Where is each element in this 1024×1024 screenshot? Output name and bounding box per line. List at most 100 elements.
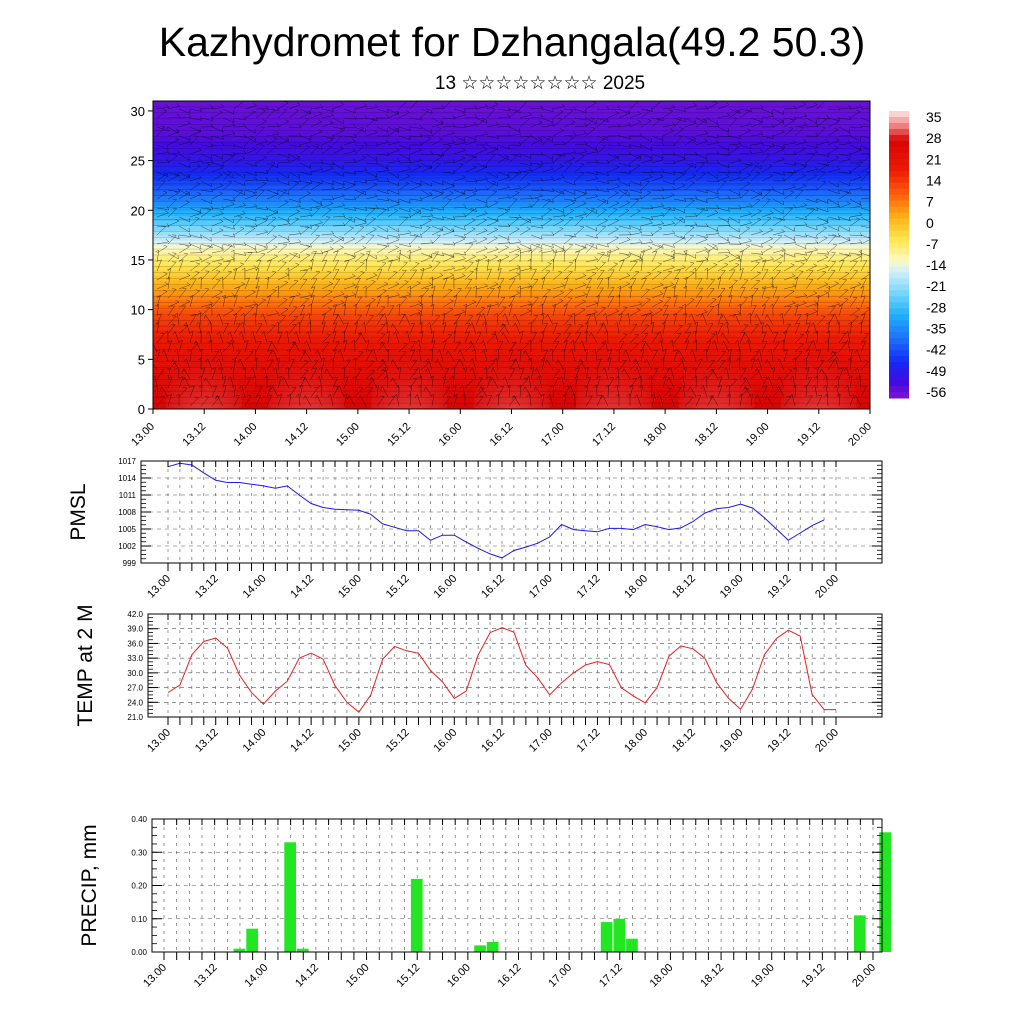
wind-barb [530,269,537,281]
wind-barb [772,341,780,353]
wind-barb [717,174,730,182]
wind-barb [497,206,511,211]
heatmap-band [153,125,870,132]
wind-barb [189,262,201,272]
wind-barb [244,135,255,146]
wind-barb [211,297,221,308]
wind-barb [497,113,511,119]
wind-barb [615,375,620,389]
wind-barb [844,339,851,353]
wind-barb [387,259,393,272]
wind-barb [530,164,543,173]
x-tick-label: 16.00 [436,421,464,449]
wind-barb [167,315,177,326]
wind-barb [475,164,488,173]
wind-barb [384,294,389,308]
wind-barb [409,208,421,218]
wind-barb [761,153,771,164]
y-tick-label: 5 [138,352,145,367]
wind-barb [167,191,179,200]
wind-barb [552,128,565,137]
wind-barb [703,348,708,362]
wind-barb [508,190,520,200]
wind-barb [475,331,482,344]
x-tick-label: 17.12 [575,727,603,755]
wind-barb [376,281,389,290]
colorbar-swatch [889,380,909,387]
wind-barb [299,279,308,290]
x-tick-label: 18.00 [622,573,650,601]
wind-barb [266,145,277,155]
wind-barb [167,129,180,137]
wind-barb [464,208,475,218]
wind-barb [519,301,533,308]
wind-barb [271,349,279,362]
wind-barb [416,339,422,353]
wind-barb [629,101,639,110]
x-tick-label: 20.00 [850,962,878,990]
wind-barb [728,279,738,290]
wind-barb [277,180,290,186]
wind-barb [629,333,640,344]
wind-barb [561,249,566,263]
wind-barb [244,306,254,317]
wind-barb [761,283,775,290]
wind-barb [431,315,441,326]
wind-barb [354,245,367,254]
wind-barb [457,358,466,371]
wind-barb [233,350,241,362]
wind-barb [453,213,467,218]
wind-barb [420,239,434,245]
wind-barb [618,281,631,290]
wind-barb [805,206,819,211]
wind-barb [244,290,256,299]
wind-barb [156,225,167,236]
wind-barb [706,395,714,407]
wind-barb [409,196,423,201]
wind-barb [354,126,367,133]
wind-barb [772,177,786,182]
wind-barb [376,333,386,344]
wind-barb [783,190,795,200]
wind-barb [826,330,831,344]
wind-barb [398,280,409,290]
wind-barb [607,308,620,317]
wind-barb [673,349,679,362]
wind-barb [814,330,818,344]
wind-barb [189,147,202,155]
wind-barb [453,394,458,407]
y-tick-label: 33.0 [127,654,143,663]
wind-barb [552,109,564,119]
wind-barb [387,147,400,155]
wind-barb [739,220,753,227]
wind-barb [343,282,356,290]
wind-barb [673,234,686,240]
wind-barb [200,143,214,148]
wind-barb [640,324,650,335]
wind-barb [387,237,400,245]
wind-barb [266,245,278,254]
wind-barb [519,112,533,119]
wind-barb [420,226,431,236]
wind-barb [321,107,335,112]
wind-barb [288,209,301,218]
wind-barb [618,189,629,200]
wind-barb [618,313,623,326]
precip-bar [474,945,486,952]
wind-barb [816,270,827,281]
wind-barb [695,138,708,146]
wind-barb [216,331,224,344]
wind-barb [739,108,753,113]
wind-barb [485,258,490,272]
wind-barb [541,208,552,218]
wind-barb [695,296,703,308]
wind-barb [607,227,619,236]
wind-barb [563,233,577,238]
wind-barb [695,105,709,110]
wind-barb [343,133,357,138]
wind-barb [706,298,717,308]
wind-barb [783,289,795,299]
wind-barb [409,377,418,389]
wind-barb [728,240,742,245]
x-tick-label: 18.12 [670,727,698,755]
